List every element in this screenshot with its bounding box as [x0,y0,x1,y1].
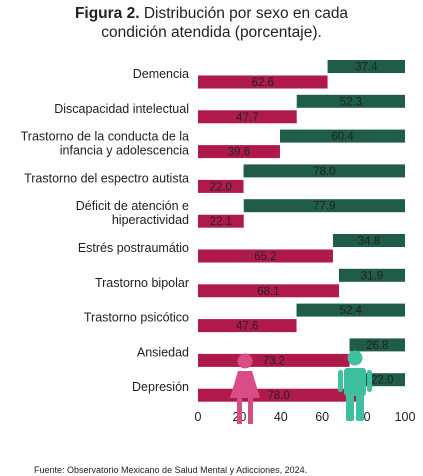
value-label-male: 34.8 [358,236,380,248]
value-label-male: 78.0 [313,166,335,178]
value-label-male: 52.4 [340,305,363,317]
male-icon-leg-left [346,394,354,421]
bar-male [338,268,405,282]
value-label-male: 60.4 [331,131,354,143]
x-tick-label: 40 [274,410,288,424]
category-label: Trastorno bipolar [95,276,189,290]
value-label-male: 26.8 [366,340,388,352]
source-note: Fuente: Observatorio Mexicano de Salud M… [34,465,308,475]
x-tick-label: 60 [315,410,329,424]
x-tick-label: 0 [195,410,202,424]
value-label-female: 39.6 [228,147,250,159]
category-label: Trastorno de la conducta de la [21,130,189,144]
bar-female [198,353,350,367]
value-label-male: 22.0 [371,375,393,387]
male-icon-torso [344,368,366,396]
category-label: Depresión [132,380,189,394]
bar-female [198,319,297,333]
value-label-male: 37.4 [355,62,378,74]
value-label-female: 22.1 [210,216,232,228]
x-tick-label: 100 [395,410,416,424]
bar-male [327,60,405,73]
male-icon-head [347,350,363,366]
title-line-1: Distribución por sexo en cada [143,5,349,22]
figure-number: Figura 2. [74,5,140,22]
value-label-female: 47.6 [236,321,258,333]
category-label: Ansiedad [137,345,189,359]
female-icon-leg-right [248,397,253,424]
category-label: Trastorno del espectro autista [24,171,189,185]
value-label-male: 52.3 [340,96,362,108]
bar-female [198,179,244,193]
female-icon-dress [230,371,260,398]
value-label-female: 68.1 [257,286,279,298]
male-icon-arm-left [338,370,343,392]
title-line-2: condición atendida (porcentaje). [101,24,322,41]
value-label-male: 77.9 [313,201,335,213]
value-label-female: 65.2 [254,251,276,263]
category-label: hiperactividad [112,213,189,227]
bar-male [296,94,405,108]
category-label: Estrés postraumátio [78,241,189,255]
bar-female [198,284,339,298]
female-icon-head [237,353,253,369]
bar-female [198,249,333,263]
value-label-female: 73.2 [263,355,285,367]
chart-title: Figura 2. Distribución por sexo en cada … [0,4,423,42]
bar-male [296,303,405,317]
bar-female [198,110,297,124]
category-label: Déficit de atención e [76,199,189,213]
bar-female [198,75,328,89]
category-label: Trastorno psicótico [84,311,189,325]
value-label-female: 22.0 [210,181,232,193]
bar-female [198,214,244,228]
bar-female [198,145,280,159]
male-icon-leg-right [356,394,364,421]
bar-male [243,164,405,178]
female-icon-leg-left [237,397,242,424]
category-label: Demencia [133,67,189,81]
bar-male [332,234,405,247]
value-label-female: 78.0 [268,390,290,402]
bar-male [349,338,405,352]
category-label: Discapacidad intelectual [54,102,189,116]
value-label-female: 62.6 [252,77,274,89]
bar-male [243,199,405,213]
bar-male [279,129,405,143]
male-icon-arm-right [367,370,372,392]
value-label-male: 31.9 [361,270,383,282]
value-label-female: 47.7 [236,112,258,124]
category-label: infancia y adolescencia [60,144,189,158]
